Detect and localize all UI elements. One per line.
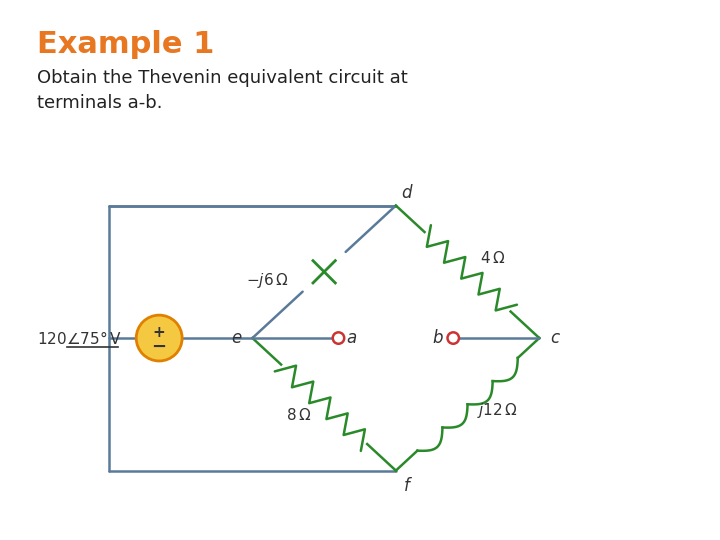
Text: c: c xyxy=(551,329,559,347)
Text: a: a xyxy=(346,329,356,347)
Text: −: − xyxy=(152,338,167,356)
Text: $8\,\Omega$: $8\,\Omega$ xyxy=(287,407,312,422)
Circle shape xyxy=(136,315,182,361)
Circle shape xyxy=(333,332,344,344)
Text: Example 1: Example 1 xyxy=(37,30,215,59)
Text: f: f xyxy=(404,477,410,495)
Text: $120\angle75°\,\mathrm{V}$: $120\angle75°\,\mathrm{V}$ xyxy=(37,329,122,347)
Text: d: d xyxy=(401,184,412,201)
Circle shape xyxy=(448,332,459,344)
Text: +: + xyxy=(153,325,166,340)
Text: $j12\,\Omega$: $j12\,\Omega$ xyxy=(477,401,518,421)
Text: e: e xyxy=(232,329,242,347)
Text: b: b xyxy=(432,329,443,347)
Text: Obtain the Thevenin equivalent circuit at
terminals a-b.: Obtain the Thevenin equivalent circuit a… xyxy=(37,70,408,112)
Text: $4\,\Omega$: $4\,\Omega$ xyxy=(480,250,505,266)
Text: $-j6\,\Omega$: $-j6\,\Omega$ xyxy=(246,271,289,290)
